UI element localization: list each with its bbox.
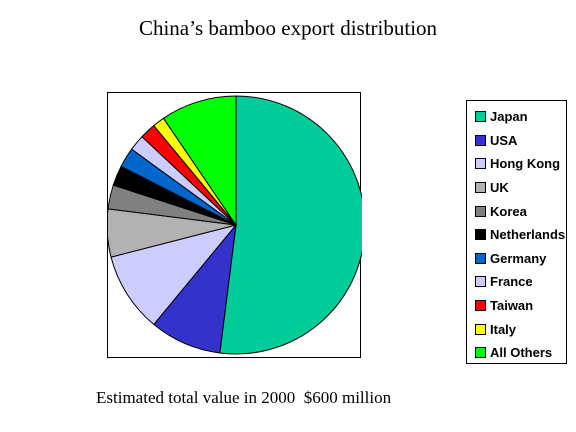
legend-swatch (475, 252, 486, 264)
pie-slice-hong-kong (110, 224, 238, 326)
legend-label: Taiwan (490, 298, 534, 314)
legend-swatch (475, 158, 486, 170)
legend-label: All Others (490, 345, 553, 361)
legend-item: Germany (467, 247, 566, 271)
legend-label: Hong Kong (490, 156, 561, 172)
legend-swatch (475, 111, 486, 123)
legend-swatch (475, 229, 486, 241)
legend-swatch (475, 323, 486, 335)
legend-item: Korea (467, 199, 566, 223)
plot-area (107, 92, 362, 358)
legend-swatch (475, 276, 486, 288)
legend-item: Netherlands (467, 223, 566, 247)
legend-item: Japan (467, 105, 566, 129)
legend-swatch (475, 205, 486, 217)
legend-swatch (475, 347, 486, 359)
legend-label: Italy (490, 321, 517, 337)
legend-swatch (475, 182, 486, 194)
legend-item: Hong Kong (467, 152, 566, 176)
pie-slice-all-others (162, 95, 237, 227)
chart-title: China’s bamboo export distribution (138, 16, 438, 40)
legend-item: UK (467, 176, 566, 200)
legend-item: Taiwan (467, 294, 566, 318)
legend-label: Japan (490, 109, 528, 125)
legend-item: Italy (467, 317, 566, 341)
legend-label: USA (490, 132, 518, 148)
legend-label: Germany (490, 250, 547, 266)
legend-item: USA (467, 129, 566, 153)
pie-slice-japan (219, 95, 362, 355)
legend-label: France (490, 274, 533, 290)
legend: Japan USA Hong Kong UK Korea Netherlands Germa… (466, 100, 567, 364)
legend-label: Korea (490, 203, 527, 219)
legend-label: Netherlands (490, 227, 566, 243)
legend-swatch (475, 300, 486, 312)
legend-label: UK (490, 180, 509, 196)
legend-swatch (475, 134, 486, 146)
caption: Estimated total value in 2000 $600 milli… (96, 388, 392, 407)
pie-chart (108, 95, 362, 355)
legend-item: All Others (467, 341, 566, 365)
legend-item: France (467, 270, 566, 294)
